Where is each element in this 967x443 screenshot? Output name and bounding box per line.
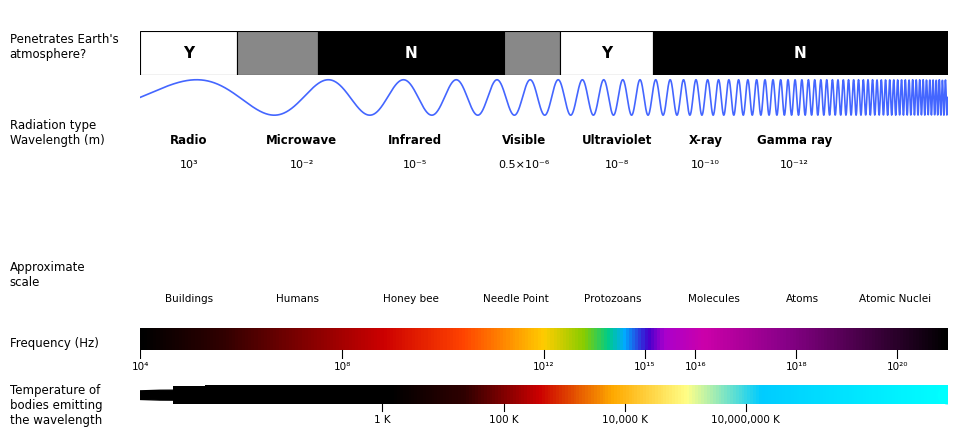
Text: Penetrates Earth's
atmosphere?: Penetrates Earth's atmosphere? (10, 32, 118, 61)
Text: 10⁻¹²: 10⁻¹² (779, 160, 808, 170)
Text: Temperature of
bodies emitting
the wavelength: Temperature of bodies emitting the wavel… (10, 384, 103, 427)
Text: 10⁻⁵: 10⁻⁵ (402, 160, 426, 170)
Text: Gamma ray: Gamma ray (756, 134, 832, 147)
Text: N: N (404, 46, 417, 61)
Text: X-ray: X-ray (689, 134, 722, 147)
Text: 10⁸: 10⁸ (334, 362, 351, 372)
Text: 10¹²: 10¹² (533, 362, 555, 372)
Text: Microwave: Microwave (266, 134, 337, 147)
Text: 10⁻²: 10⁻² (289, 160, 314, 170)
Text: 100 K: 100 K (488, 415, 518, 425)
Text: Needle Point: Needle Point (483, 294, 548, 304)
Circle shape (108, 390, 237, 400)
Text: Y: Y (601, 46, 612, 61)
Text: 10¹⁵: 10¹⁵ (634, 362, 656, 372)
Text: 10¹⁸: 10¹⁸ (785, 362, 807, 372)
Text: Ultraviolet: Ultraviolet (581, 134, 652, 147)
Text: 10⁻⁸: 10⁻⁸ (604, 160, 629, 170)
Text: N: N (794, 46, 806, 61)
Text: 0.5×10⁻⁶: 0.5×10⁻⁶ (498, 160, 549, 170)
Text: Honey bee: Honey bee (383, 294, 439, 304)
Text: Frequency (Hz): Frequency (Hz) (10, 337, 99, 350)
Text: 10,000,000 K: 10,000,000 K (712, 415, 780, 425)
Text: Approximate
scale: Approximate scale (10, 260, 85, 289)
Bar (560, 31, 653, 75)
Bar (237, 31, 318, 75)
Bar (172, 386, 205, 404)
Text: 1 K: 1 K (374, 415, 391, 425)
Text: 10¹⁶: 10¹⁶ (685, 362, 706, 372)
Bar (653, 31, 948, 75)
Text: 10²⁰: 10²⁰ (887, 362, 908, 372)
Bar (318, 31, 504, 75)
Text: 10⁴: 10⁴ (132, 362, 149, 372)
Text: 10⁻¹⁰: 10⁻¹⁰ (691, 160, 719, 170)
Bar (140, 31, 237, 75)
Text: Infrared: Infrared (388, 134, 442, 147)
Text: Radio: Radio (170, 134, 207, 147)
Text: Atoms: Atoms (786, 294, 819, 304)
Ellipse shape (938, 386, 957, 404)
Text: Buildings: Buildings (164, 294, 213, 304)
Text: Y: Y (183, 46, 194, 61)
Text: Protozoans: Protozoans (584, 294, 641, 304)
Text: Radiation type
Wavelength (m): Radiation type Wavelength (m) (10, 119, 104, 147)
Text: Humans: Humans (277, 294, 319, 304)
Bar (504, 31, 560, 75)
Text: Visible: Visible (502, 134, 546, 147)
Text: Atomic Nuclei: Atomic Nuclei (859, 294, 931, 304)
Text: 10,000 K: 10,000 K (601, 415, 648, 425)
Text: 10³: 10³ (179, 160, 198, 170)
Text: Molecules: Molecules (688, 294, 740, 304)
